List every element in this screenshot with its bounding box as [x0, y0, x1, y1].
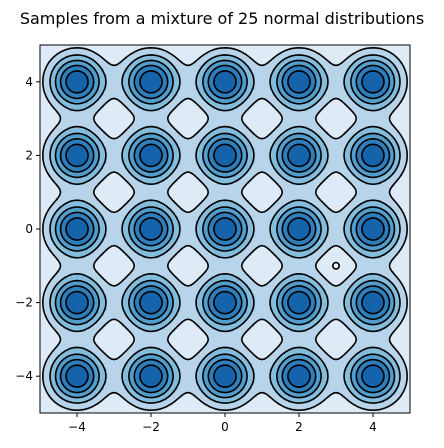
contour-fills [42, 47, 408, 411]
contour-line-level-2 [49, 54, 401, 404]
contour-band-5 [66, 71, 384, 388]
outlier-marker [331, 261, 340, 270]
y-tick-label: 4 [25, 75, 33, 89]
contour-lines [42, 47, 408, 411]
x-tick-label: 0 [221, 420, 229, 434]
point-markers [331, 261, 340, 270]
y-tick-label: 2 [25, 148, 33, 162]
contour-line-level-5 [65, 70, 385, 388]
x-tick-label: −2 [142, 420, 160, 434]
x-tick-label: 2 [295, 420, 303, 434]
contour-line-level-1 [42, 47, 408, 411]
contour-line-level-3 [54, 59, 396, 399]
x-axis: −4 −2 0 2 4 [68, 413, 377, 434]
y-tick-label: 0 [25, 222, 33, 236]
y-axis: −4 −2 0 2 4 [15, 75, 40, 383]
contour-line-level-4 [59, 64, 391, 394]
y-tick-label: −4 [15, 369, 33, 383]
y-tick-label: −2 [15, 296, 33, 310]
x-tick-label: −4 [68, 420, 86, 434]
contour-band-1 [42, 47, 408, 411]
x-tick-label: 4 [369, 420, 377, 434]
plot-area [40, 45, 410, 413]
chart-title: Samples from a mixture of 25 normal dist… [20, 9, 424, 28]
